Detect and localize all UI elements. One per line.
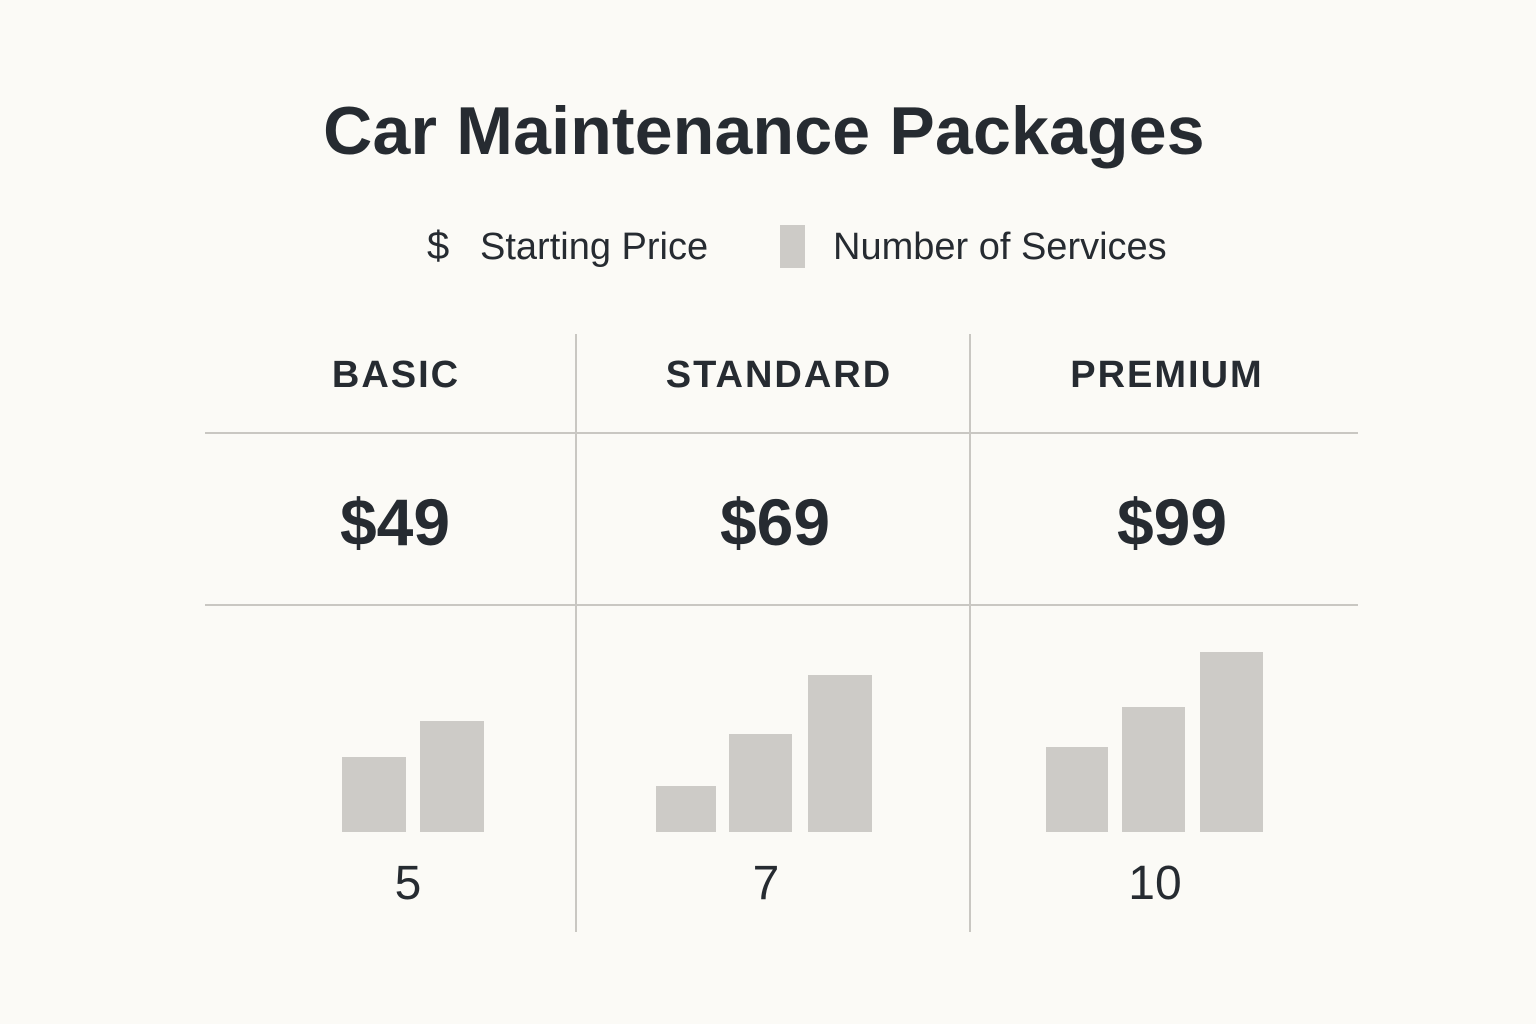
price-premium: $99	[1116, 485, 1228, 559]
legend-bar-swatch	[780, 225, 805, 268]
services-count-standard: 7	[752, 857, 780, 910]
chart-title: Car Maintenance Packages	[323, 93, 1205, 169]
package-name-standard: STANDARD	[665, 354, 893, 396]
services-count-premium: 10	[1128, 857, 1182, 910]
dollar-icon: $	[427, 224, 450, 268]
services-bar-basic-2	[420, 721, 484, 832]
legend-number-of-services: Number of Services	[833, 226, 1167, 268]
services-bar-standard-1	[656, 786, 716, 832]
legend-starting-price: Starting Price	[480, 226, 709, 268]
package-name-basic: BASIC	[331, 354, 461, 396]
row-divider-1	[205, 432, 1358, 434]
column-divider-2	[969, 334, 971, 932]
services-count-basic: 5	[394, 857, 422, 910]
row-divider-2	[205, 604, 1358, 606]
services-bar-premium-2	[1122, 707, 1185, 832]
price-basic: $49	[339, 485, 451, 559]
price-standard: $69	[719, 485, 831, 559]
column-divider-1	[575, 334, 577, 932]
services-bar-premium-1	[1046, 747, 1108, 832]
services-bar-basic-1	[342, 757, 406, 832]
package-name-premium: PREMIUM	[1070, 354, 1264, 396]
services-bar-standard-2	[729, 734, 792, 832]
services-bar-premium-3	[1200, 652, 1263, 832]
services-bar-standard-3	[808, 675, 872, 832]
